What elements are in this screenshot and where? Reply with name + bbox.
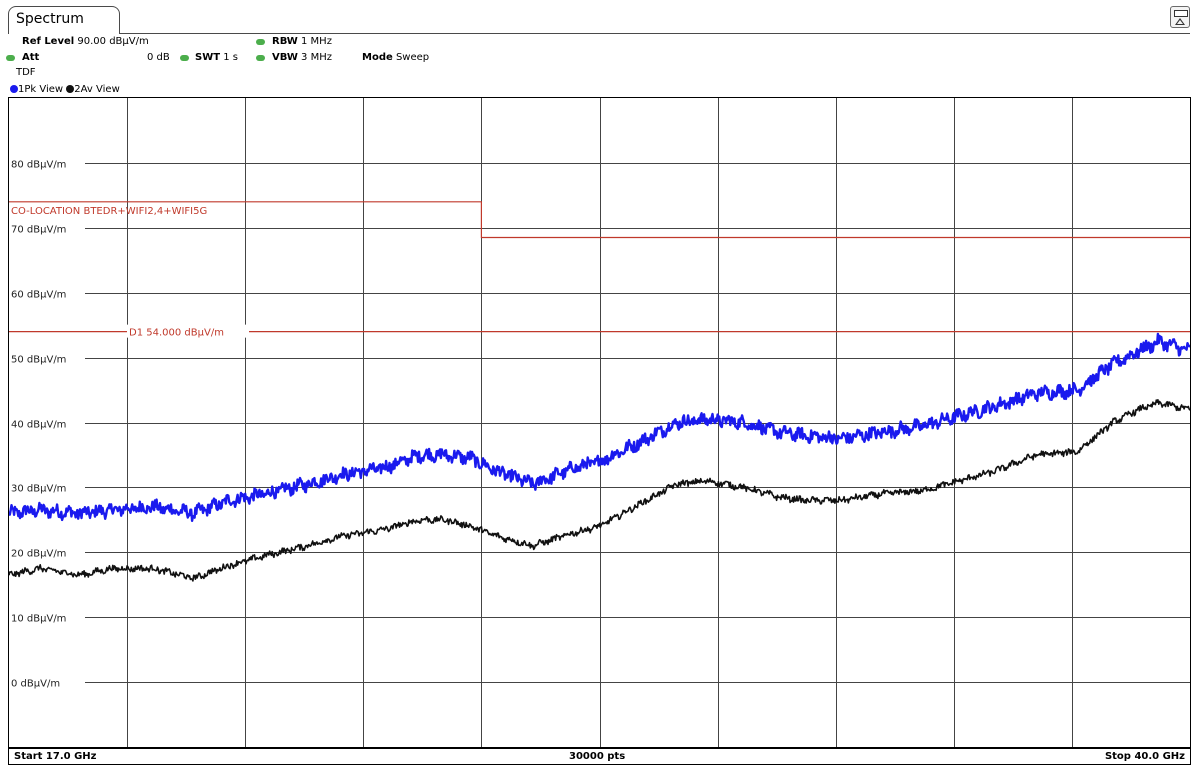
stop-frequency: Stop 40.0 GHz bbox=[1104, 751, 1185, 762]
trace-1-line bbox=[9, 332, 1190, 522]
spectrum-plot[interactable]: 80 dBµV/m 70 dBµV/m 60 dBµV/m 50 dBµV/m 40 d… bbox=[9, 98, 1190, 747]
att-value: 0 dB bbox=[147, 52, 170, 63]
y-tick-label: 40 dBµV/m bbox=[11, 420, 66, 431]
y-tick-label-bg bbox=[9, 221, 85, 235]
trace-1-label[interactable]: Pk View bbox=[24, 84, 64, 95]
y-tick-label: 30 dBµV/m bbox=[11, 484, 66, 495]
trace-2-dot-icon bbox=[66, 85, 75, 93]
limit-line-label: CO-LOCATION BTEDR+WIFI2,4+WIFI5G bbox=[11, 206, 207, 217]
y-tick-label-bg bbox=[9, 351, 85, 365]
limit-line bbox=[9, 201, 1190, 239]
swt-value: 1 s bbox=[223, 52, 239, 63]
y-tick-label: 60 dBµV/m bbox=[11, 290, 66, 301]
att-indicator-icon bbox=[6, 55, 15, 61]
ref-level-info: Ref Level 90.00 dBµV/m bbox=[22, 36, 149, 48]
mode-label: Mode bbox=[362, 52, 393, 63]
start-frequency: Start 17.0 GHz bbox=[14, 751, 97, 762]
tab-divider bbox=[120, 33, 1190, 34]
swt-info: SWT 1 s bbox=[195, 52, 238, 64]
vbw-indicator-icon bbox=[256, 55, 265, 61]
point-count: 30000 pts bbox=[569, 751, 626, 762]
y-tick-labels: 80 dBµV/m 70 dBµV/m 60 dBµV/m 50 dBµV/m 40 d… bbox=[9, 156, 85, 690]
y-tick-label-bg bbox=[9, 545, 85, 559]
vbw-value: 3 MHz bbox=[301, 52, 332, 63]
att-info: Att bbox=[22, 52, 39, 64]
swt-label: SWT bbox=[195, 52, 221, 63]
vbw-info: VBW 3 MHz bbox=[272, 52, 332, 64]
trace-1-number: 1 bbox=[18, 84, 25, 95]
plot-frame bbox=[8, 97, 1191, 748]
tdf-label: TDF bbox=[16, 67, 36, 78]
tab-spectrum-label: Spectrum bbox=[16, 11, 84, 27]
rbw-label: RBW bbox=[272, 36, 298, 47]
display-line-label-bg bbox=[127, 324, 249, 338]
y-tick-label: 10 dBµV/m bbox=[11, 614, 66, 625]
att-label: Att bbox=[22, 52, 40, 63]
y-tick-label: 20 dBµV/m bbox=[11, 549, 66, 560]
y-tick-label-bg bbox=[9, 675, 85, 689]
rbw-info: RBW 1 MHz bbox=[272, 36, 332, 48]
vbw-label: VBW bbox=[272, 52, 298, 63]
y-tick-label-bg bbox=[9, 610, 85, 624]
status-footer: Start 17.0 GHz 30000 pts Stop 40.0 GHz bbox=[8, 748, 1191, 765]
tab-spectrum[interactable]: Spectrum bbox=[8, 6, 120, 34]
y-tick-label-bg bbox=[9, 416, 85, 430]
display-config-icon[interactable] bbox=[1170, 6, 1190, 28]
y-tick-label-bg bbox=[9, 286, 85, 300]
trace-legend: 1Pk View 2Av View bbox=[10, 84, 120, 95]
y-tick-label: 50 dBµV/m bbox=[11, 355, 66, 366]
mode-value: Sweep bbox=[395, 52, 430, 63]
trace-2-number: 2 bbox=[74, 84, 81, 95]
traces bbox=[9, 332, 1190, 582]
y-tick-label: 70 dBµV/m bbox=[11, 225, 66, 236]
trace-2-label[interactable]: Av View bbox=[80, 84, 120, 95]
limit-lines: CO-LOCATION BTEDR+WIFI2,4+WIFI5G D1 54.00… bbox=[9, 201, 1190, 339]
grid bbox=[9, 98, 1190, 747]
display-line-label: D1 54.000 dBµV/m bbox=[129, 328, 224, 339]
y-tick-label: 0 dBµV/m bbox=[11, 679, 60, 690]
trace-2-line bbox=[9, 398, 1190, 582]
trace-1-dot-icon bbox=[10, 85, 18, 93]
y-tick-label-bg bbox=[9, 480, 85, 494]
ref-level-value: 90.00 dBµV/m bbox=[77, 36, 149, 47]
y-tick-label: 80 dBµV/m bbox=[11, 160, 66, 171]
ref-level-label: Ref Level bbox=[22, 36, 75, 47]
y-tick-label-bg bbox=[9, 156, 85, 170]
rbw-indicator-icon bbox=[256, 39, 265, 45]
swt-indicator-icon bbox=[180, 55, 189, 61]
mode-info: Mode Sweep bbox=[362, 52, 429, 64]
rbw-value: 1 MHz bbox=[301, 36, 332, 47]
